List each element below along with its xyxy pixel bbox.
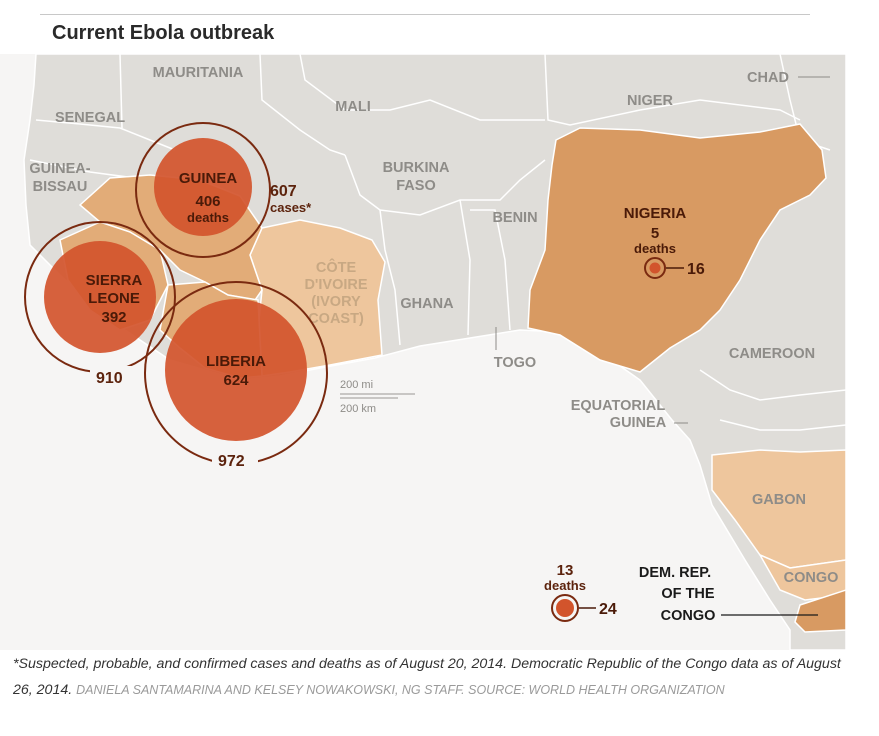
country-borders (29, 54, 846, 431)
drc-shape (794, 589, 846, 633)
label-congo: CONGO (784, 570, 839, 586)
sierra-leone-name-1: SIERRA (86, 272, 143, 289)
label-guinea-bissau-1: GUINEA- (29, 161, 90, 177)
guinea-deaths: 406 (195, 193, 220, 210)
label-mauritania: MAURITANIA (153, 65, 244, 81)
scale-miles: 200 mi (340, 379, 373, 391)
congo-shape (758, 553, 846, 601)
nigeria-shape (527, 123, 827, 373)
nigeria-cases: 16 (687, 261, 705, 278)
map-title: Current Ebola outbreak (52, 22, 275, 44)
label-cote-3: (IVORY (311, 294, 361, 310)
nigeria-deaths: 5 (651, 225, 659, 242)
label-togo: TOGO (494, 355, 536, 371)
drc-name-3: CONGO (661, 608, 716, 624)
liberia-deaths-circle (165, 299, 307, 441)
drc-deaths-circle (556, 599, 574, 617)
drc-cases-ring (551, 594, 579, 622)
label-niger: NIGER (627, 93, 673, 109)
caption: *Suspected, probable, and confirmed case… (13, 651, 863, 703)
label-eq-guinea-1: EQUATORIAL (571, 398, 666, 414)
caption-credit: DANIELA SANTAMARINA AND KELSEY NOWAKOWSK… (76, 683, 725, 697)
guinea-cases-word: cases* (270, 200, 312, 215)
label-cote-4: COAST) (308, 311, 364, 327)
nigeria-cases-ring (644, 257, 666, 279)
liberia-cases: 972 (218, 453, 245, 470)
label-cameroon: CAMEROON (729, 346, 815, 362)
drc-deaths: 13 (557, 562, 574, 579)
label-senegal: SENEGAL (55, 110, 125, 126)
guinea-name: GUINEA (179, 170, 238, 187)
nigeria-deaths-word: deaths (634, 241, 676, 256)
caption-text: *Suspected, probable, and confirmed case… (13, 656, 841, 698)
drc-name-1: DEM. REP. (639, 565, 711, 581)
drc-cases: 24 (599, 601, 617, 618)
guinea-cases: 607 (270, 183, 297, 200)
ebola-map: MAURITANIA MALI NIGER CHAD SENEGAL GUINE… (0, 54, 846, 650)
label-mali: MALI (335, 99, 370, 115)
sierra-leone-deaths: 392 (101, 309, 126, 326)
guinea-cases-ring (135, 122, 271, 258)
top-rule (40, 14, 810, 15)
label-gabon: GABON (752, 492, 806, 508)
nigeria-deaths-circle (649, 262, 661, 274)
label-guinea-bissau-2: BISSAU (33, 179, 88, 195)
label-burkina-2: FASO (396, 178, 435, 194)
sierra-leone-name-2: LEONE (88, 290, 140, 307)
drc-name-2: OF THE (661, 586, 714, 602)
scale-km: 200 km (340, 403, 376, 415)
guinea-deaths-word: deaths (187, 210, 229, 225)
drc-deaths-word: deaths (544, 578, 586, 593)
label-cote-2: D'IVOIRE (304, 277, 367, 293)
label-eq-guinea-2: GUINEA (610, 415, 667, 431)
guinea-deaths-circle (154, 138, 252, 236)
scale-bar: 200 mi 200 km (340, 379, 415, 415)
label-cote-1: CÔTE (316, 258, 357, 276)
label-benin: BENIN (492, 210, 537, 226)
label-chad: CHAD (747, 70, 789, 86)
outbreak-death-circles (44, 138, 307, 441)
liberia-name: LIBERIA (206, 353, 266, 370)
label-burkina-1: BURKINA (383, 160, 450, 176)
sierra-leone-cases: 910 (96, 370, 123, 387)
liberia-deaths: 624 (223, 372, 249, 389)
label-ghana: GHANA (400, 296, 454, 312)
map-svg: MAURITANIA MALI NIGER CHAD SENEGAL GUINE… (0, 54, 846, 650)
sierra-leone-deaths-circle (44, 241, 156, 353)
nigeria-name: NIGERIA (624, 205, 687, 222)
